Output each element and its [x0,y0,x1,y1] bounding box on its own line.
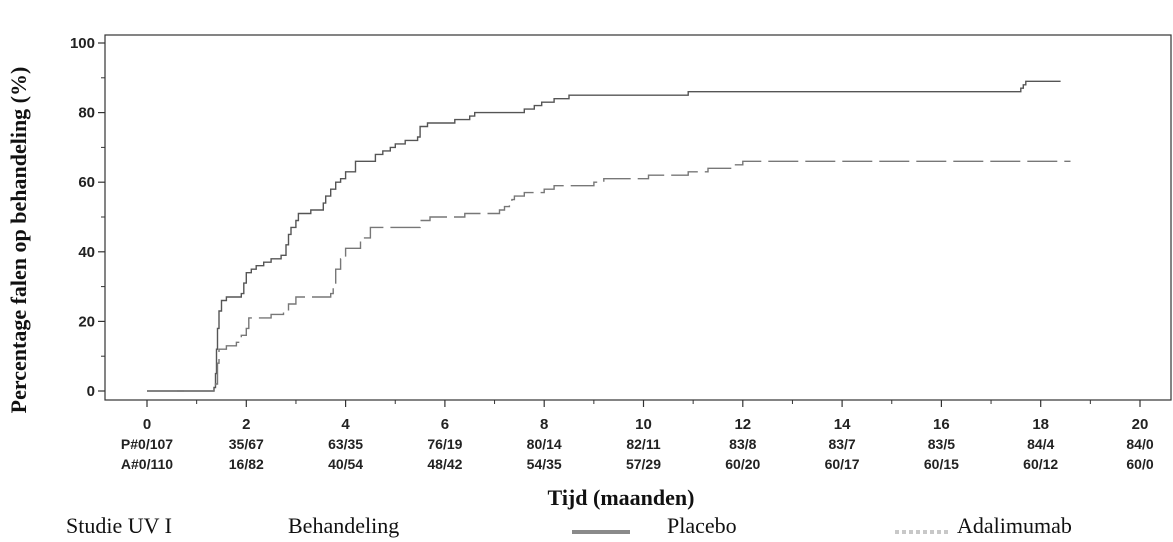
x-tick-label: 10 [635,416,652,433]
y-axis: 0 20 40 60 80 100 [70,35,105,400]
legend-label-placebo: Placebo [667,513,737,538]
x-tick-label: 4 [341,416,350,433]
x-tick-label: 16 [933,416,950,433]
risk-cell: 83/7 [828,436,855,452]
y-tick-label: 0 [87,383,95,400]
risk-cell: 16/82 [229,456,264,472]
risk-cell: 84/4 [1027,436,1054,452]
risk-cell: 63/35 [328,436,363,452]
x-tick-label: 0 [143,416,151,433]
risk-cell: 35/67 [229,436,264,452]
legend: Studie UV I Behandeling Placebo Adalimum… [66,513,1072,538]
risk-cell: 57/29 [626,456,661,472]
risk-cell: 83/5 [928,436,955,452]
series-line-placebo [147,80,1061,392]
x-tick-label: 20 [1132,416,1149,433]
risk-table: P#0/107 35/67 63/35 76/19 80/14 82/11 83/8 83/7… [121,436,1154,472]
y-tick-label: 100 [70,35,95,52]
x-axis-title: Tijd (maanden) [548,485,695,510]
risk-cell: 82/11 [626,436,660,452]
risk-cell: 60/12 [1023,456,1058,472]
x-axis: 0 2 4 6 8 10 12 14 16 18 20 [143,400,1149,433]
risk-cell: 60/17 [825,456,860,472]
legend-study-label: Studie UV I [66,513,172,538]
y-tick-label: 20 [78,313,95,330]
x-tick-label: 18 [1032,416,1049,433]
legend-label-adalimumab: Adalimumab [957,513,1072,538]
risk-cell: 60/0 [1126,456,1153,472]
risk-row-label: P#0/107 [121,436,173,452]
y-tick-label: 80 [78,105,95,122]
risk-cell: 80/14 [527,436,562,452]
legend-heading: Behandeling [288,513,399,538]
risk-cell: 60/15 [924,456,959,472]
x-tick-label: 14 [834,416,851,433]
risk-cell: 40/54 [328,456,363,472]
y-tick-label: 60 [78,174,95,191]
risk-cell: 76/19 [427,436,462,452]
x-tick-label: 6 [441,416,449,433]
x-tick-label: 8 [540,416,548,433]
plot-frame [104,34,1172,401]
plot-border [104,34,1172,401]
series-layer [147,80,1071,392]
series-line-adalimumab [147,160,1071,392]
x-tick-label: 2 [242,416,250,433]
risk-cell: 60/20 [725,456,760,472]
y-tick-label: 40 [78,244,95,261]
risk-cell: 84/0 [1126,436,1153,452]
x-tick-label: 12 [734,416,751,433]
risk-row-label: A#0/110 [121,456,173,472]
risk-cell: 83/8 [729,436,756,452]
risk-cell: 54/35 [527,456,562,472]
y-axis-title: Percentage falen op behandeling (%) [6,67,31,414]
risk-cell: 48/42 [427,456,462,472]
